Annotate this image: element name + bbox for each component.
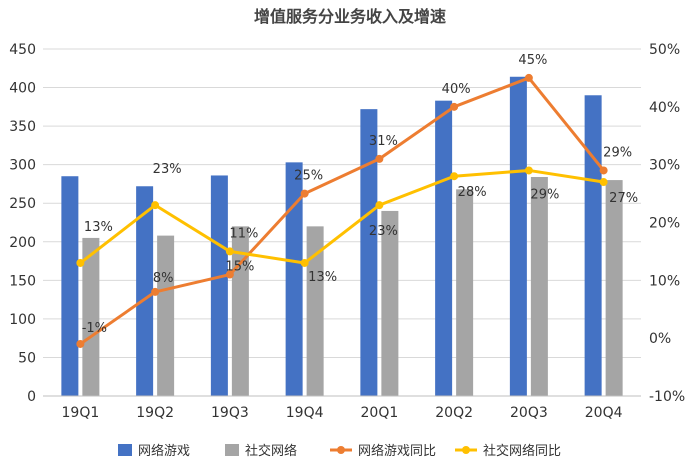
line-point <box>151 287 160 296</box>
y-axis-left: 0 50 100 150 200 250 300 350 400 450 <box>9 42 36 405</box>
line-point <box>76 258 85 267</box>
line-point <box>375 154 384 163</box>
x-tick-label: 19Q4 <box>286 405 324 421</box>
line-point <box>599 178 608 187</box>
data-label: 13% <box>84 220 113 235</box>
legend: 网络游戏 社交网络 网络游戏同比 社交网络同比 <box>118 443 561 459</box>
y-left-tick-label: 200 <box>9 235 36 251</box>
y-left-tick-label: 150 <box>9 273 36 289</box>
y-left-tick-label: 450 <box>9 42 36 58</box>
y-axis-right: -10% 0% 10% 20% 30% 40% 50% <box>649 42 685 405</box>
bar-social-network <box>605 180 623 396</box>
data-label: -1% <box>82 321 107 336</box>
data-label: 23% <box>153 162 182 177</box>
line-point <box>524 166 533 175</box>
bar-social-network <box>157 235 175 396</box>
x-tick-label: 20Q1 <box>361 405 399 421</box>
data-label: 15% <box>225 260 254 275</box>
data-label: 11% <box>229 226 258 241</box>
y-right-tick-label: -10% <box>649 389 685 405</box>
x-tick-label: 19Q3 <box>211 405 249 421</box>
legend-label: 网络游戏 <box>138 443 190 459</box>
line-social-network-yoy <box>79 168 604 265</box>
y-left-tick-label: 100 <box>9 312 36 328</box>
line-point <box>225 247 234 256</box>
line-point <box>450 172 459 181</box>
data-label: 45% <box>518 53 547 68</box>
data-label: 31% <box>369 134 398 149</box>
y-right-tick-label: 30% <box>649 158 680 174</box>
bar-social-network <box>82 237 100 396</box>
legend-label: 网络游戏同比 <box>358 443 436 459</box>
data-label: 13% <box>308 270 337 285</box>
bar-social-network <box>530 177 548 396</box>
bar-social-network <box>456 189 474 396</box>
y-left-tick-label: 400 <box>9 81 36 97</box>
bar-online-games <box>210 175 228 396</box>
x-tick-label: 19Q2 <box>136 405 174 421</box>
line-point <box>599 166 608 175</box>
bar-online-games <box>584 95 602 397</box>
bar-social-network <box>306 226 324 396</box>
data-label: 29% <box>603 145 632 160</box>
y-right-tick-label: 40% <box>649 100 680 116</box>
y-right-tick-label: 0% <box>649 331 671 347</box>
legend-marker <box>337 446 345 454</box>
x-tick-label: 20Q2 <box>435 405 473 421</box>
line-point <box>225 270 234 279</box>
bar-online-games <box>61 176 79 396</box>
legend-swatch <box>118 444 132 456</box>
y-left-tick-label: 0 <box>27 389 36 405</box>
bar-online-games <box>509 76 527 396</box>
line-point <box>300 258 309 267</box>
data-label: 40% <box>442 82 471 97</box>
line-point <box>375 201 384 210</box>
y-right-tick-label: 20% <box>649 216 680 232</box>
y-left-tick-label: 350 <box>9 119 36 135</box>
legend-label: 社交网络 <box>245 443 297 459</box>
bar-social-network <box>381 210 399 396</box>
legend-label: 社交网络同比 <box>483 443 561 459</box>
y-left-tick-label: 250 <box>9 196 36 212</box>
data-label: 27% <box>609 191 638 206</box>
y-left-tick-label: 50 <box>18 350 36 366</box>
chart-title: 增值服务分业务收入及增速 <box>254 7 446 26</box>
y-left-tick-label: 300 <box>9 158 36 174</box>
x-tick-label: 20Q3 <box>510 405 548 421</box>
data-label: 29% <box>530 187 559 202</box>
data-label: 28% <box>458 185 487 200</box>
x-axis: 19Q1 19Q2 19Q3 19Q4 20Q1 20Q2 20Q3 20Q4 <box>43 395 641 421</box>
data-label: 8% <box>153 271 174 286</box>
line-point <box>151 201 160 210</box>
bar-online-games <box>285 162 303 396</box>
data-label: 23% <box>369 224 398 239</box>
y-right-tick-label: 10% <box>649 273 680 289</box>
line-series: -1% 8% 15% 25% 31% 40% 45% 29% 13% 23% 11% 13% 23% 28… <box>76 53 638 348</box>
bar-online-games <box>360 109 378 396</box>
bar-online-games <box>136 186 154 396</box>
x-tick-label: 20Q4 <box>585 405 623 421</box>
line-point <box>450 102 459 111</box>
line-point <box>300 189 309 198</box>
bars <box>61 76 623 397</box>
legend-swatch <box>225 444 239 456</box>
line-point <box>76 339 85 348</box>
x-tick-label: 19Q1 <box>62 405 100 421</box>
data-label: 25% <box>294 169 323 184</box>
bar-online-games <box>435 100 453 397</box>
line-online-games-yoy <box>79 76 605 346</box>
legend-marker <box>462 446 470 454</box>
line-point <box>524 73 533 82</box>
y-right-tick-label: 50% <box>649 42 680 58</box>
